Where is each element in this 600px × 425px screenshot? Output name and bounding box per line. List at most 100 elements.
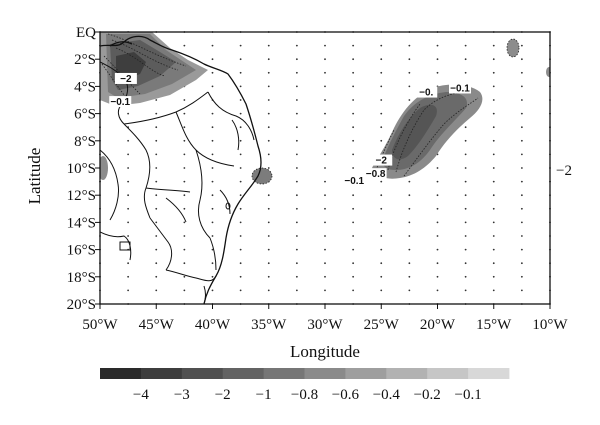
colorbar-label: −0.4 [373,387,401,403]
grid-dot [380,221,383,224]
grid-dot [520,139,523,142]
grid-dot [408,194,411,197]
grid-dot [380,44,383,47]
small-box-marker [119,241,131,251]
grid-dot [352,207,355,210]
x-tick-label: 25°W [364,317,400,333]
contour-label: −0. [419,88,433,99]
grid-dot [492,112,495,115]
grid-dot [155,126,158,129]
grid-dot [127,289,130,292]
grid-dot [295,275,298,278]
grid-dot [464,289,467,292]
shaded-region-atlantic [372,84,483,179]
grid-dot [324,194,326,197]
coastline [100,35,262,304]
grid-dot [211,207,214,210]
grid-dot [520,85,523,88]
grid-dot [183,126,186,129]
grid-dot [239,262,242,265]
grid-dot [436,207,439,210]
grid-dot [380,207,383,210]
grid-dot [267,262,270,265]
grid-dot [492,139,495,142]
grid-dot [464,167,467,169]
x-axis: 50°W 45°W 40°W 35°W 30°W 25°W 20°W 15°W 10°W [82,304,568,333]
grid-dot [464,44,467,47]
grid-dot [211,275,214,278]
grid-dot [436,289,439,292]
grid-dot [127,139,130,142]
grid-dot [492,207,495,210]
y-tick-label: EQ [76,25,96,41]
grid-dot [520,180,523,183]
grid-dot [295,99,298,101]
x-tick-label: 15°W [476,317,512,333]
grid-dot [380,139,383,142]
grid-dot [324,58,326,61]
grid-dot [352,139,355,142]
y-tick-label: 20°S [67,297,96,313]
grid-dot [492,99,495,101]
grid-dot [324,235,326,237]
grid-dot [155,167,158,169]
grid-dot [127,221,130,224]
grid-dot [127,153,130,156]
grid-dot [464,248,467,251]
grid-dot [324,85,326,88]
grid-dot [267,153,270,156]
contour-label: −2 [376,156,388,167]
grid-dot [408,207,411,210]
grid-dot [211,44,214,47]
y-axis-title: Latitude [25,148,44,205]
grid-dot [324,207,326,210]
grid-dot [520,167,523,169]
grid-dot [155,139,158,142]
grid-dot [492,289,495,292]
grid-dot [183,221,186,224]
grid-dot [436,71,439,74]
grid-dot [492,58,495,61]
grid-dot [211,85,214,88]
grid-dot [520,112,523,115]
grid-dot [324,262,326,265]
grid-dot [436,235,439,237]
grid-dot [267,44,270,47]
grid-dot [295,289,298,292]
grid-dot [295,58,298,61]
grid-dot [324,112,326,115]
grid-dot [492,126,495,129]
grid-dot [352,289,355,292]
colorbar-label: −0.2 [414,387,441,403]
grid-dot [352,126,355,129]
grid-dot [295,153,298,156]
y-tick-label: 12°S [67,188,96,204]
grid-dot [464,139,467,142]
grid-dot [520,71,523,74]
grid-dot [295,262,298,265]
grid-dot [492,235,495,237]
contour-label-bg [109,96,132,108]
colorbar-swatch [100,368,142,379]
grid-dot [267,194,270,197]
grid-dot [408,275,411,278]
side-label: −2 [556,163,572,179]
contour-label: −0.8 [366,169,386,180]
contour-label-bg [114,72,137,84]
grid-dot [464,262,467,265]
grid-dot [295,139,298,142]
grid-dot [211,235,214,237]
grid-dot [380,235,383,237]
grid-dot [267,289,270,292]
grid-dot [352,235,355,237]
grid-dot [408,289,411,292]
grid-dot [464,71,467,74]
grid-dot [324,44,326,47]
grid-dot [324,275,326,278]
grid-dot [436,167,439,169]
grid-dot [464,58,467,61]
contour-label: −0.1 [110,97,130,108]
grid-dot [239,180,242,183]
grid-dot [155,153,158,156]
grid-dot [492,262,495,265]
